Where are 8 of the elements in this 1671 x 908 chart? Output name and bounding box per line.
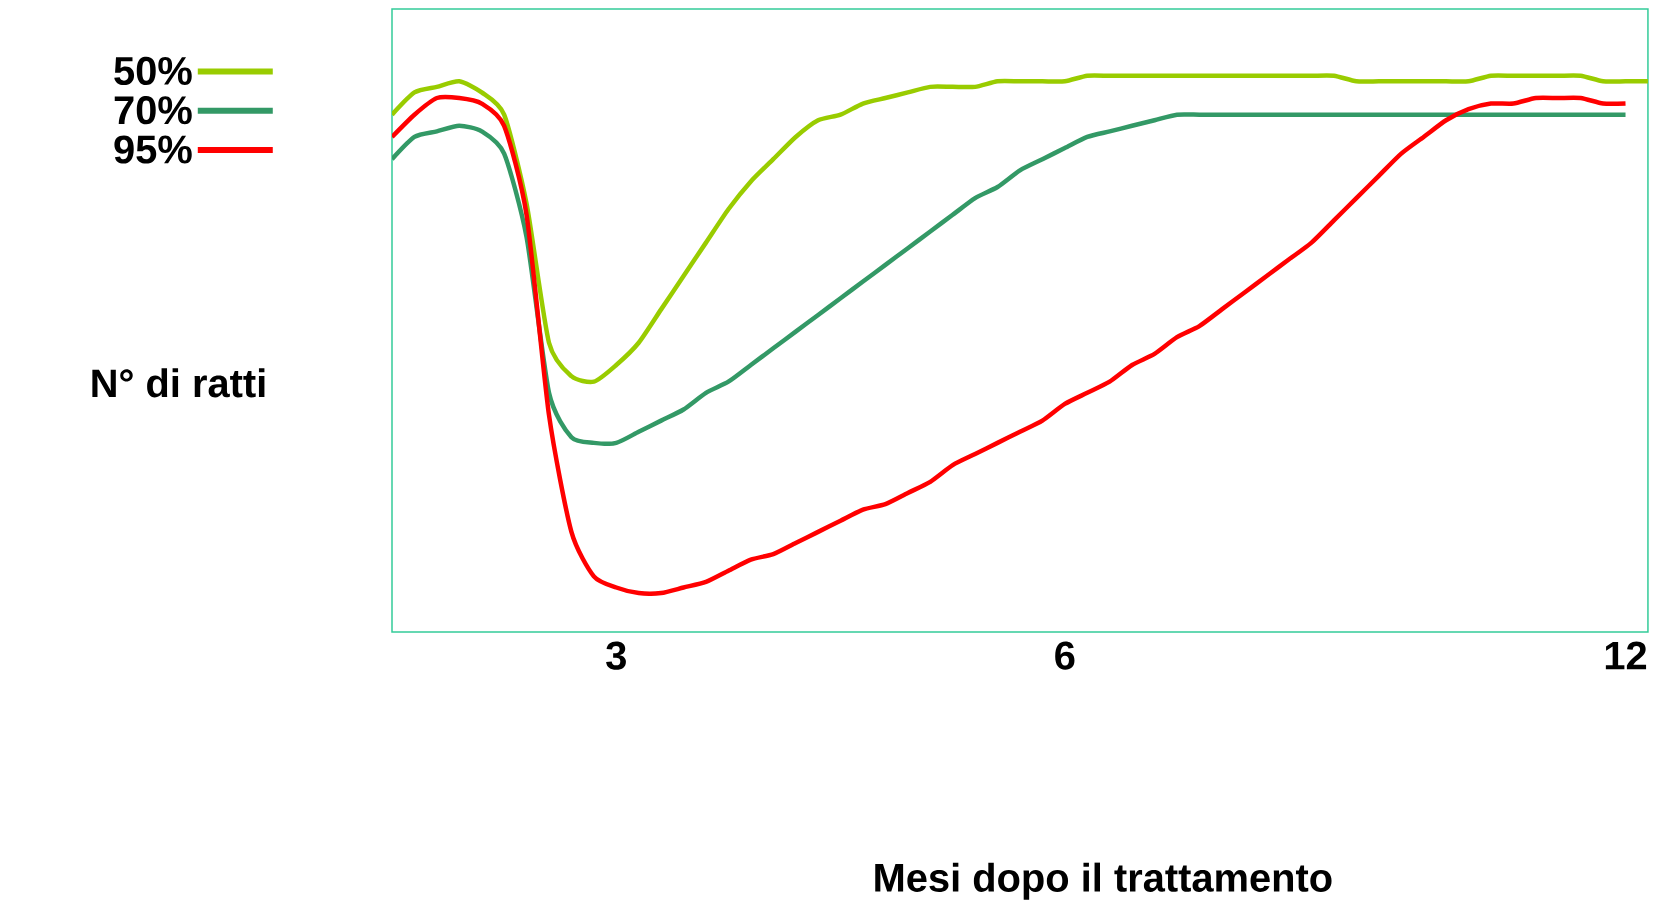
- x-axis-title: Mesi dopo il trattamento: [875, 862, 1332, 900]
- legend-label: 95%: [114, 135, 192, 164]
- legend-label: 50%: [114, 56, 192, 86]
- x-tick-label: 12: [1605, 641, 1647, 670]
- y-axis-title: N° di ratti: [92, 368, 265, 398]
- legend-label: 70%: [114, 96, 192, 125]
- x-tick-label: 6: [1055, 641, 1075, 670]
- x-tick-label: 3: [606, 641, 626, 670]
